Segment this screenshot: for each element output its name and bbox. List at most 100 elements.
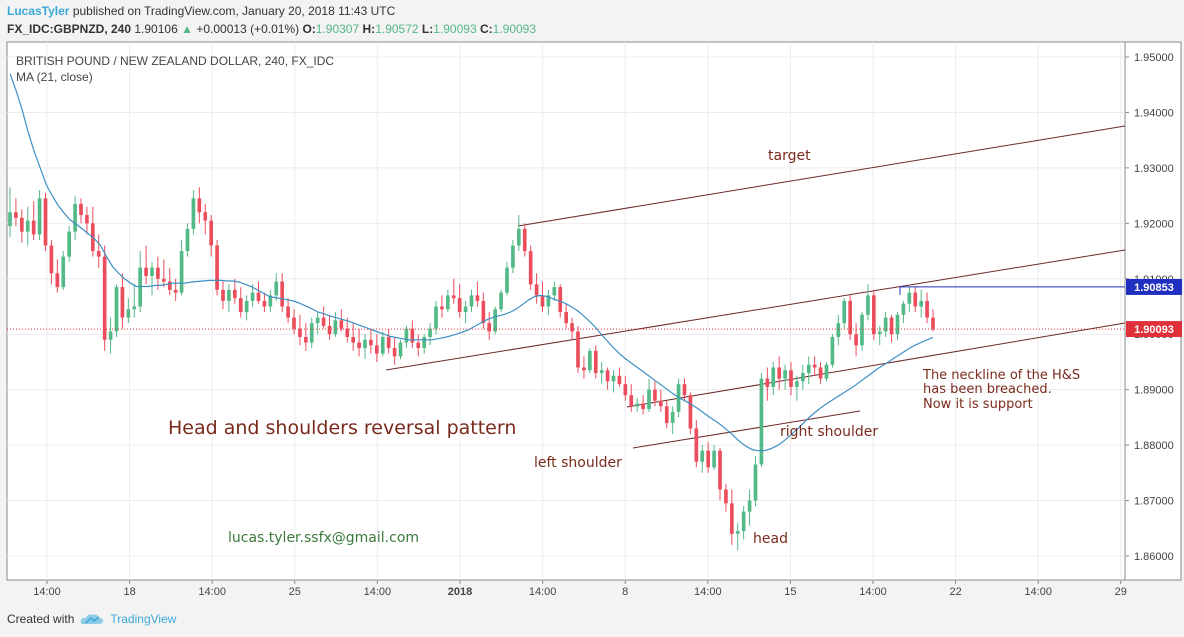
y-tick-label: 1.89000 [1134, 385, 1174, 397]
candle-body [481, 300, 486, 324]
candle-body [114, 287, 119, 332]
candle [303, 323, 308, 351]
candle [777, 356, 782, 390]
candle [250, 284, 255, 307]
candle [120, 273, 125, 329]
candle [268, 289, 273, 313]
candle-body [120, 287, 125, 318]
candle-body [800, 373, 805, 382]
candle-body [854, 334, 858, 346]
candle [653, 381, 657, 407]
candle-body [493, 309, 498, 332]
candle-body [173, 289, 178, 293]
last-price: 1.90106 [134, 22, 178, 36]
y-tick-label: 1.87000 [1134, 496, 1174, 508]
candle [877, 325, 882, 346]
candle-body [61, 256, 66, 288]
tradingview-link[interactable]: TradingView [110, 612, 177, 626]
candle-body [380, 336, 385, 354]
candle [694, 420, 699, 468]
candle [286, 298, 290, 324]
candle [582, 356, 586, 379]
candle [564, 303, 569, 329]
candle [386, 328, 391, 354]
y-tick-label: 1.88000 [1134, 440, 1174, 452]
candle [410, 320, 415, 349]
candle [759, 373, 764, 468]
candle-body [830, 336, 835, 365]
candle [806, 356, 811, 385]
candle-body [274, 281, 279, 296]
candle-body [747, 500, 752, 512]
email-annotation: lucas.tyler.ssfx@gmail.com [228, 530, 419, 546]
candle-body [528, 251, 533, 285]
candle [587, 348, 592, 374]
candle-body [179, 251, 184, 293]
candle-body [161, 278, 166, 282]
candle [167, 267, 172, 296]
x-tick-label: 14:00 [529, 586, 557, 598]
open-value: 1.90307 [315, 22, 360, 36]
candle [747, 489, 752, 526]
candle [818, 361, 823, 385]
candle [552, 281, 557, 301]
candle-body [919, 300, 924, 307]
candle [262, 292, 267, 313]
candle-body [410, 328, 415, 343]
candle [812, 356, 817, 376]
candle-body [221, 289, 225, 301]
candle-body [19, 217, 24, 232]
candle [516, 215, 521, 252]
author-link[interactable]: LucasTyler [7, 4, 70, 18]
candle [546, 289, 551, 315]
candle [860, 312, 864, 351]
candle-body [889, 317, 894, 335]
candle-body [457, 298, 462, 313]
candle [706, 442, 711, 473]
candle [599, 361, 604, 385]
candle [635, 397, 640, 412]
x-tick-label: 14:00 [364, 586, 392, 598]
candle [14, 198, 18, 227]
price-tags: 1.90853 1.90093 [7, 278, 1182, 338]
candle-body [688, 395, 693, 429]
candle [907, 287, 912, 313]
x-tick-label: 14:00 [694, 586, 722, 598]
candle [505, 262, 509, 296]
candle-body [303, 336, 308, 343]
candle [132, 284, 137, 318]
candle-body [428, 328, 432, 337]
candle [197, 187, 202, 224]
symbol-label: FX_IDC:GBPNZD, 240 [7, 22, 132, 36]
candle [658, 389, 663, 412]
neckline-note-line-1: The neckline of the H&S [922, 368, 1080, 383]
candle [144, 245, 148, 285]
candle [55, 259, 60, 293]
candle-body [759, 378, 764, 465]
candle [79, 198, 83, 224]
candle [445, 289, 450, 313]
candle [227, 284, 231, 313]
candle-body [215, 245, 219, 290]
candle-body [534, 284, 539, 296]
candle-body [771, 367, 776, 387]
candle-body [522, 228, 527, 252]
candle-body [150, 267, 154, 277]
candle-body [777, 367, 782, 379]
candle [463, 300, 468, 324]
price-chart[interactable]: 1.950001.940001.930001.920001.910001.900… [0, 0, 1184, 605]
low-value: 1.90093 [433, 22, 477, 36]
candle-body [487, 323, 492, 332]
candle [919, 289, 924, 318]
candle-body [244, 300, 249, 313]
candle-body [14, 212, 18, 218]
candle-body [540, 295, 545, 307]
candle [795, 375, 799, 401]
candle-body [463, 306, 468, 313]
candle-body [860, 314, 864, 346]
candle-body [765, 378, 770, 387]
candle [49, 239, 54, 285]
candle [481, 292, 486, 329]
candle-body [262, 300, 267, 307]
candle-body [729, 503, 734, 534]
